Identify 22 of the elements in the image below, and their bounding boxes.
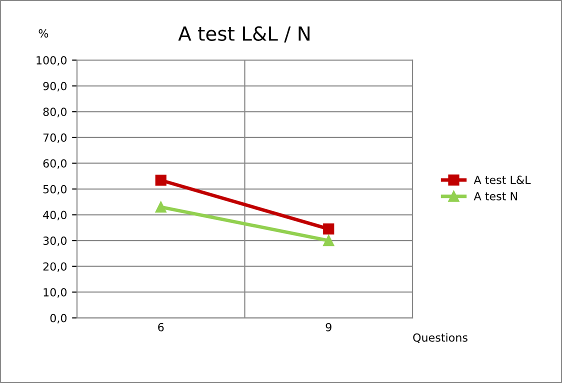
y-tick-label: 100,0 [36, 56, 67, 66]
chart-title: A test L&L / N [178, 26, 310, 42]
y-tick-label: 10,0 [44, 288, 67, 298]
y-tick-label: 90,0 [43, 82, 67, 92]
x-tick-label: 6 [158, 322, 164, 332]
point [323, 235, 334, 246]
y-tick-label: 30,0 [43, 236, 67, 246]
y-tick-label: 50,0 [43, 184, 67, 195]
point [323, 223, 334, 235]
x-tick-label: 9 [326, 322, 332, 332]
y-tick-label: 60,0 [43, 159, 67, 169]
y-axis-title: % [38, 29, 48, 38]
y-tick-label: 0,0 [50, 314, 67, 324]
y-tick-label: 40,0 [43, 210, 67, 220]
point [155, 202, 166, 213]
point [155, 174, 166, 186]
x-axis-title: Questions [413, 333, 468, 344]
y-tick-label: 80,0 [43, 108, 67, 118]
legend-label: A test N [474, 192, 517, 200]
y-tick-label: 20,0 [43, 262, 67, 272]
y-tick-label: 70,0 [43, 133, 67, 143]
legend-label: A test L&L [474, 176, 531, 184]
